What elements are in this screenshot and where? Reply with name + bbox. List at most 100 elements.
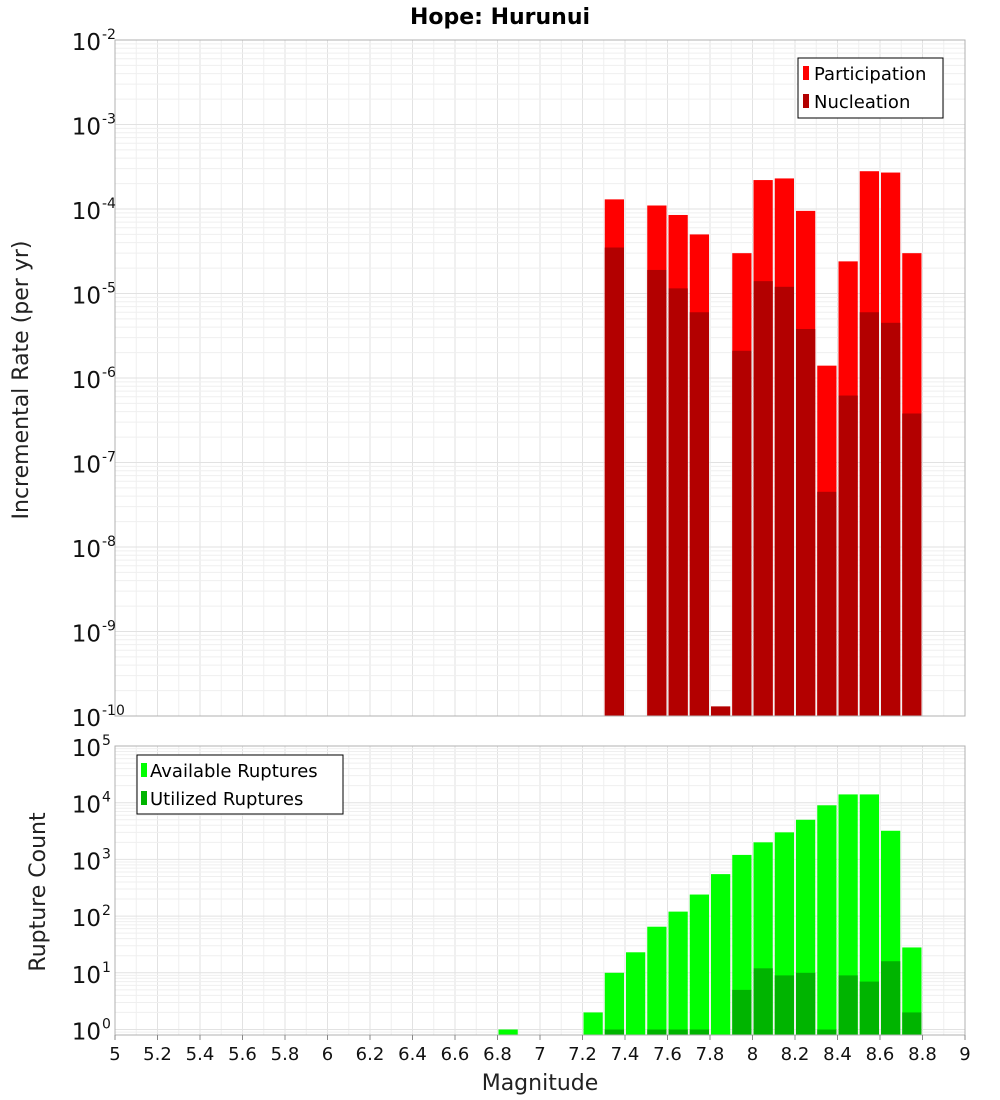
y-tick-base: 10 [72,453,101,479]
top-bar-nucleation [902,413,922,716]
legend-swatch-utilized [141,791,147,805]
top-bar-nucleation [604,247,624,716]
x-tick-label: 8.6 [866,1044,895,1065]
y-tick-exponent: -4 [102,196,116,212]
bottom-bar-available-ruptures [647,926,667,1035]
top-grid [114,39,966,717]
x-tick-label: 8.4 [823,1044,852,1065]
x-tick-label: 7.6 [653,1044,682,1065]
top-bar-nucleation [753,281,773,716]
top-bar-nucleation [838,395,858,716]
y-tick-exponent: 0 [102,1017,111,1033]
bottom-y-tick-label: 10 1 [72,960,111,989]
bottom-bar-utilized-ruptures [647,1029,667,1035]
y-tick-base: 10 [72,115,101,141]
bottom-bar-available-ruptures [689,894,709,1035]
y-tick-base: 10 [72,706,101,732]
top-bar-nucleation [689,312,709,716]
x-axis-label: Magnitude [482,1071,599,1096]
y-tick-base: 10 [72,622,101,648]
top-y-tick-label: 10 -9 [72,619,116,648]
bottom-bar-available-ruptures [583,1012,603,1035]
top-y-tick-label: 10 -10 [72,703,125,732]
y-tick-base: 10 [72,30,101,56]
bottom-y-tick-label: 10 0 [72,1017,111,1046]
y-tick-exponent: 3 [102,846,111,862]
legend-label-utilized: Utilized Ruptures [150,789,303,810]
top-y-tick-label: 10 -4 [72,196,116,225]
y-tick-exponent: -8 [102,534,116,550]
bottom-bar-utilized-ruptures [838,975,858,1035]
bottom-bar-utilized-ruptures [604,1029,624,1035]
x-tick-label: 5.8 [271,1044,300,1065]
y-tick-exponent: 5 [102,733,111,749]
x-tick-label: 5.6 [228,1044,257,1065]
x-tick-label: 6 [322,1044,333,1065]
bottom-bars [498,794,922,1035]
legend-label-available: Available Ruptures [150,761,318,782]
top-legend-box [797,57,944,119]
top-bar-nucleation [859,312,879,716]
bottom-bar-available-ruptures [604,972,624,1035]
bottom-legend-box [136,754,344,815]
top-bar-nucleation [774,286,794,716]
top-plot-frame [114,39,966,717]
top-y-tick-label: 10 -5 [72,281,116,310]
y-tick-exponent: -2 [102,27,116,43]
y-tick-base: 10 [72,1020,101,1046]
legend-label-participation: Participation [814,64,926,85]
top-y-tick-label: 10 -8 [72,534,116,563]
bottom-bar-utilized-ruptures [859,981,879,1035]
x-tick-label: 6.2 [356,1044,385,1065]
x-tick-label: 5.2 [143,1044,172,1065]
x-tick-label: 6.8 [483,1044,512,1065]
bottom-y-tick-label: 10 2 [72,903,111,932]
top-bars [604,171,922,717]
bottom-bar-utilized-ruptures [689,1029,709,1035]
bottom-bar-available-ruptures [626,952,646,1035]
top-bar-nucleation [881,322,901,716]
y-tick-exponent: -7 [102,450,116,466]
legend-label-nucleation: Nucleation [814,92,910,113]
top-y-tick-label: 10 -2 [72,27,116,56]
bottom-bar-utilized-ruptures [902,1012,922,1035]
chart-title: Hope: Hurunui [410,5,590,30]
top-y-tick-label: 10 -3 [72,112,116,141]
x-axis-ticks: 5 5.2 5.4 5.6 5.8 6 6.2 6.4 6.6 6.8 7 7.2 7.4 7.6 7.8 8… [109,1035,971,1065]
y-tick-base: 10 [72,849,101,875]
top-bar-nucleation [647,269,667,716]
top-bar-nucleation [817,491,837,716]
y-tick-base: 10 [72,736,101,762]
x-tick-label: 6.4 [398,1044,427,1065]
y-tick-exponent: -5 [102,281,116,297]
x-tick-label: 7.2 [568,1044,597,1065]
bottom-bar-utilized-ruptures [753,968,773,1035]
y-tick-exponent: -10 [102,703,125,719]
bottom-y-tick-label: 10 5 [72,733,111,762]
x-tick-label: 7.4 [611,1044,640,1065]
y-tick-base: 10 [72,963,101,989]
bottom-y-tick-label: 10 3 [72,846,111,875]
legend-swatch-participation [803,66,809,80]
top-y-tick-label: 10 -7 [72,450,116,479]
top-bar-nucleation [796,329,816,716]
bottom-bar-available-ruptures [668,911,688,1035]
y-tick-exponent: -9 [102,619,116,635]
top-y-axis-label: Incremental Rate (per yr) [9,241,34,520]
y-tick-exponent: -3 [102,112,116,128]
top-bar-nucleation [711,706,731,716]
x-tick-label: 7.8 [696,1044,725,1065]
top-y-tick-label: 10 -6 [72,365,116,394]
top-bar-nucleation [668,288,688,716]
legend-swatch-available [141,763,147,777]
bottom-bar-available-ruptures [859,794,879,1035]
bottom-bar-available-ruptures [838,794,858,1035]
x-tick-label: 8.8 [908,1044,937,1065]
y-tick-base: 10 [72,284,101,310]
y-tick-base: 10 [72,906,101,932]
y-tick-base: 10 [72,793,101,819]
legend-swatch-nucleation [803,94,809,108]
top-bar-nucleation [732,350,752,716]
